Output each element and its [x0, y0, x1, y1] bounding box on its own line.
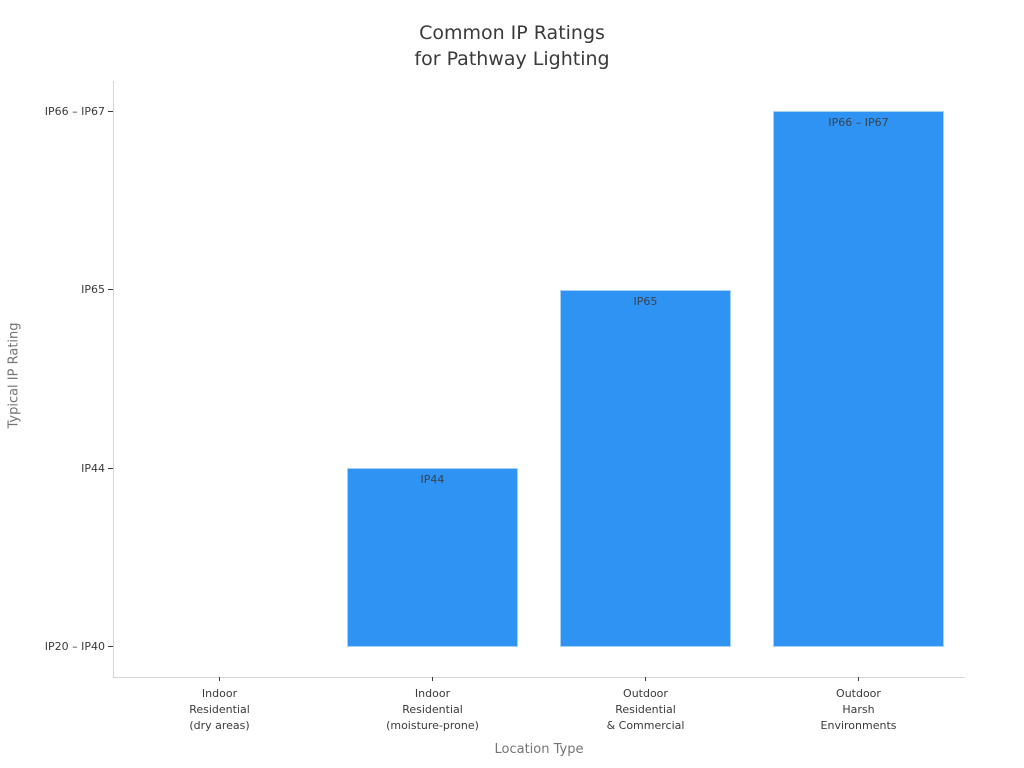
x-axis-tick: [858, 677, 859, 681]
x-axis-tick-label: Outdoor Residential & Commercial: [539, 686, 752, 734]
y-axis-tick: [108, 467, 113, 469]
y-axis-tick: [108, 289, 113, 291]
x-axis-tick-label-line: (dry areas): [189, 719, 250, 732]
y-axis-spine: [113, 81, 114, 677]
x-axis-tick-label-line: Indoor: [201, 687, 238, 700]
x-axis-tick-label: Indoor Residential (dry areas): [113, 686, 326, 734]
y-axis-tick-label: IP20 – IP40: [44, 640, 105, 654]
chart-title: Common IP Ratings for Pathway Lighting: [0, 20, 1024, 72]
y-axis-tick-label: IP65: [81, 283, 105, 297]
x-axis-tick-label: Indoor Residential (moisture-prone): [326, 686, 539, 734]
x-axis-tick-label-line: (moisture-prone): [386, 719, 479, 732]
x-axis-tick-label-line: Outdoor: [836, 687, 881, 700]
x-axis-tick-label-line: Residential: [615, 703, 676, 716]
x-axis-tick-label-line: Environments: [820, 719, 897, 732]
bar-value-label: IP65: [633, 294, 658, 308]
x-axis-tick: [645, 677, 646, 681]
chart-title-line-1: Common IP Ratings: [419, 22, 605, 44]
x-axis-tick: [219, 677, 220, 681]
x-axis-tick-label-line: Residential: [189, 703, 250, 716]
bar: [347, 468, 518, 647]
y-axis-tick: [108, 110, 113, 112]
y-axis-label: Typical IP Rating: [6, 322, 22, 429]
x-axis-tick-label-line: & Commercial: [606, 719, 685, 732]
x-axis-spine: [113, 677, 965, 678]
x-axis-tick-label: Outdoor Harsh Environments: [752, 686, 965, 734]
bar: [560, 289, 731, 647]
chart-title-line-2: for Pathway Lighting: [414, 48, 610, 70]
y-axis-tick-label: IP66 – IP67: [44, 104, 105, 118]
bar: [773, 111, 944, 647]
x-axis-label: Location Type: [494, 742, 584, 757]
bar-value-label: IP66 – IP67: [828, 116, 889, 130]
y-axis-tick: [108, 646, 113, 648]
x-axis-tick-label-line: Harsh: [842, 703, 875, 716]
y-axis-tick-label: IP44: [81, 461, 105, 475]
x-axis-tick-label-line: Residential: [402, 703, 463, 716]
x-axis-tick-label-line: Indoor: [414, 687, 451, 700]
x-axis-tick-label-line: Outdoor: [623, 687, 668, 700]
x-axis-tick: [432, 677, 433, 681]
bar-value-label: IP44: [420, 473, 445, 487]
